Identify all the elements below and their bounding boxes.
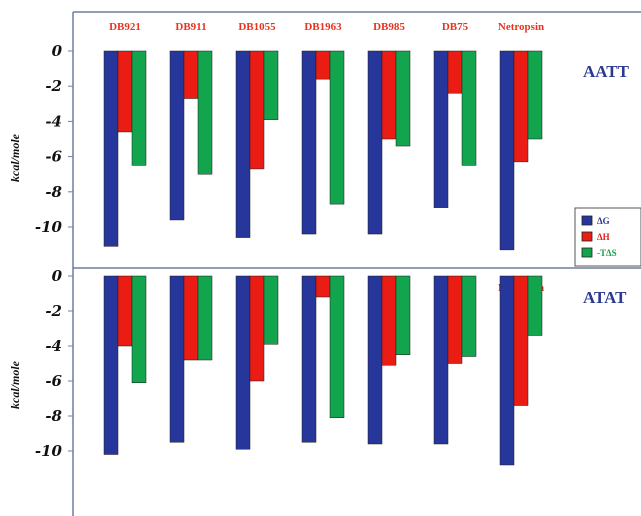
bar: [447, 275, 463, 364]
bar: [367, 50, 383, 235]
category-label: DB985: [373, 21, 405, 33]
bar: [183, 275, 199, 361]
y-tick-label: -4: [45, 112, 62, 130]
category-label: DB75: [442, 21, 469, 33]
y-tick-label: -8: [45, 183, 62, 201]
bar: [433, 50, 449, 208]
y-tick-label: -6: [45, 148, 62, 166]
bar: [367, 275, 383, 445]
bar: [131, 50, 147, 166]
bar: [395, 275, 411, 355]
bar: [315, 50, 331, 80]
category-label: DB1055: [238, 21, 276, 33]
y-tick-label: -10: [35, 442, 63, 460]
category-label: Netropsin: [498, 21, 544, 33]
bar: [197, 50, 213, 175]
bar: [395, 50, 411, 147]
bar: [329, 50, 345, 205]
bar: [499, 275, 515, 466]
bar: [169, 275, 185, 443]
bar: [169, 50, 185, 221]
bar: [433, 275, 449, 445]
legend-swatch: [581, 247, 593, 258]
panel-label: ATAT: [583, 288, 627, 307]
y-tick-label: -2: [45, 302, 62, 320]
bar: [131, 275, 147, 383]
bar: [301, 275, 317, 443]
y-tick-label: 0: [52, 267, 63, 285]
y-axis-label: kcal/mole: [8, 133, 22, 182]
bar: [381, 50, 397, 140]
bar: [527, 275, 543, 336]
bar: [513, 50, 529, 163]
bar: [103, 275, 119, 455]
bar: [235, 50, 251, 238]
bar: [329, 275, 345, 418]
legend-label: ΔG: [597, 216, 610, 226]
bar: [117, 50, 133, 133]
bar: [499, 50, 515, 251]
bar: [381, 275, 397, 366]
bar: [103, 50, 119, 247]
bar: [447, 50, 463, 94]
bar: [263, 275, 279, 345]
y-tick-label: -4: [45, 337, 62, 355]
bar: [527, 50, 543, 140]
legend-label: ΔH: [597, 232, 610, 242]
bar: [461, 50, 477, 166]
legend-swatch: [581, 231, 593, 242]
bar: [249, 50, 265, 170]
bar: [249, 275, 265, 382]
bar: [117, 275, 133, 347]
y-tick-label: 0: [52, 42, 63, 60]
bar: [301, 50, 317, 235]
y-axis-label: kcal/mole: [8, 360, 22, 409]
y-tick-label: -2: [45, 77, 62, 95]
bar: [513, 275, 529, 406]
panel-label: AATT: [583, 62, 630, 81]
bar: [315, 275, 331, 298]
y-tick-label: -6: [45, 372, 62, 390]
y-tick-label: -8: [45, 407, 62, 425]
bar: [263, 50, 279, 120]
category-label: DB1963: [304, 21, 342, 33]
legend-label: -TΔS: [597, 248, 617, 258]
bar: [235, 275, 251, 450]
y-tick-label: -10: [35, 218, 63, 236]
legend-swatch: [581, 215, 593, 226]
category-label: DB921: [109, 21, 141, 33]
bar: [197, 275, 213, 361]
bar: [183, 50, 199, 99]
category-label: DB911: [175, 21, 206, 33]
bar: [461, 275, 477, 357]
